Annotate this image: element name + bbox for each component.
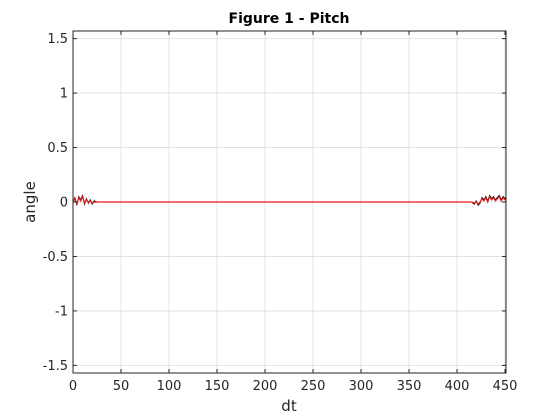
x-tick-label: 300 [349, 379, 374, 394]
y-tick-label: -0.5 [43, 250, 68, 265]
tick-labels: 0 50 100 150 200 250 300 350 400 450 -1.5 -1 -0.5 0 0.… [43, 32, 518, 394]
y-tick-label: -1.5 [43, 359, 68, 374]
x-tick-label: 150 [205, 379, 230, 394]
y-tick-label: -1 [55, 304, 68, 319]
y-tick-label: 0.5 [47, 141, 68, 156]
x-tick-label: 200 [253, 379, 278, 394]
y-tick-label: 1 [60, 87, 68, 102]
chart-title: Figure 1 - Pitch [229, 11, 350, 27]
x-tick-label: 350 [397, 379, 422, 394]
x-tick-label: 50 [113, 379, 130, 394]
y-tick-label: 1.5 [47, 32, 68, 47]
y-axis-label: angle [21, 181, 39, 223]
x-tick-label: 450 [493, 379, 518, 394]
x-tick-label: 100 [157, 379, 182, 394]
x-tick-label: 0 [69, 379, 77, 394]
y-tick-label: 0 [60, 196, 68, 211]
x-tick-label: 400 [445, 379, 470, 394]
x-axis-label: dt [281, 397, 297, 415]
axes [72, 30, 507, 374]
series-line-2 [72, 194, 507, 207]
plot-area [72, 193, 507, 207]
x-tick-label: 250 [301, 379, 326, 394]
